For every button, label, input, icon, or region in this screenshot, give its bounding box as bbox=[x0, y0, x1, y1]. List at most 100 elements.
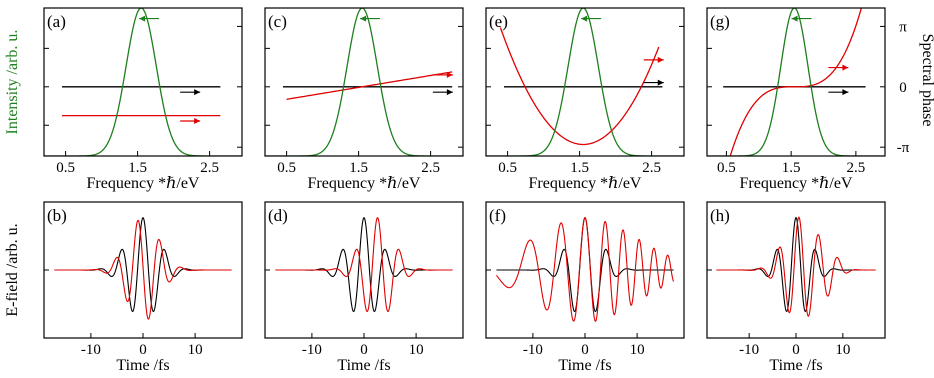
arrow-phase-e-1 bbox=[643, 56, 664, 63]
arrow-phase-e-1-head bbox=[657, 56, 664, 63]
x-tick-label-e-1: 1.5 bbox=[570, 160, 589, 176]
x-tick-label-a-0: 0.5 bbox=[56, 160, 75, 176]
x-tick-label-e-2: 2.5 bbox=[642, 160, 661, 176]
panel-d: -10 0 10 (d) Time /fs bbox=[264, 201, 464, 374]
arrow-phase-a-2 bbox=[180, 118, 201, 125]
arrow-reference-c-2 bbox=[432, 89, 453, 96]
panel-label-a: (a) bbox=[47, 12, 66, 31]
left-ylabel-bottom: E-field /arb. u. bbox=[4, 223, 21, 316]
panel-label-e: (e) bbox=[489, 12, 508, 31]
intensity-curve-g bbox=[707, 8, 885, 156]
x-axis-label-h: Time /fs bbox=[769, 357, 822, 374]
panel-label-h: (h) bbox=[710, 206, 730, 225]
field-curve-phase-h bbox=[716, 216, 876, 317]
phase-curve-e bbox=[499, 27, 660, 146]
panel-frame-g bbox=[706, 7, 886, 157]
y-tick-right-label-1: 0 bbox=[899, 80, 907, 96]
panel-frame-b bbox=[43, 201, 243, 339]
x-tick-label-g-1: 1.5 bbox=[782, 160, 801, 176]
x-axis-label-c: Frequency *ℏ/eV bbox=[308, 175, 421, 192]
right-ylabel-top: Spectral phase bbox=[919, 34, 934, 127]
x-tick-label-c-0: 0.5 bbox=[277, 160, 296, 176]
panels: 0.5 1.5 2.5(a)Frequency *ℏ/eV0.5 1.5 2.5(c)F… bbox=[43, 7, 910, 374]
panel-a: 0.5 1.5 2.5 (a) Frequency *ℏ/eV bbox=[43, 7, 243, 192]
x-axis-label-b: Time /fs bbox=[116, 357, 169, 374]
plot-area-d bbox=[275, 217, 453, 313]
plot-area-g bbox=[707, 8, 885, 156]
x-tick-label-f-0: -10 bbox=[523, 342, 543, 358]
x-tick-label-b-0: -10 bbox=[81, 342, 101, 358]
plot-area-f bbox=[495, 217, 675, 322]
arrow-phase-c-1-head bbox=[446, 71, 453, 78]
x-tick-label-h-2: 10 bbox=[835, 342, 850, 358]
field-curve-phase-d bbox=[275, 217, 453, 313]
panel-frame-f bbox=[485, 201, 685, 339]
panel-c: 0.5 1.5 2.5 (c) Frequency *ℏ/eV bbox=[264, 7, 464, 192]
arrow-intensity-a-0-head bbox=[139, 15, 146, 22]
phase-curve-g bbox=[729, 8, 863, 156]
x-axis-label-f: Time /fs bbox=[558, 357, 611, 374]
x-axis-label-g: Frequency *ℏ/eV bbox=[740, 175, 853, 192]
panel-f: -10 0 10 (f) Time /fs bbox=[485, 201, 685, 374]
x-tick-label-d-1: 0 bbox=[360, 342, 368, 358]
x-tick-label-c-2: 2.5 bbox=[421, 160, 440, 176]
x-tick-label-g-0: 0.5 bbox=[717, 160, 736, 176]
x-tick-label-g-2: 2.5 bbox=[846, 160, 865, 176]
x-tick-label-h-1: 0 bbox=[792, 342, 800, 358]
plot-area-c bbox=[265, 8, 463, 156]
arrow-phase-g-1 bbox=[828, 64, 849, 71]
arrow-reference-e-2 bbox=[643, 79, 664, 86]
y-tick-right-label-0: π bbox=[899, 19, 907, 35]
panel-frame-a bbox=[43, 7, 243, 157]
panel-label-d: (d) bbox=[268, 206, 288, 225]
panel-g: 0.5 1.5 2.5 π 0 -π (g) Frequency *ℏ/eV bbox=[706, 7, 910, 192]
arrow-intensity-c-0 bbox=[360, 15, 381, 22]
arrow-phase-a-2-head bbox=[194, 118, 201, 125]
arrow-intensity-e-0 bbox=[581, 15, 602, 22]
x-tick-label-h-0: -10 bbox=[739, 342, 759, 358]
plot-area-a bbox=[44, 8, 242, 156]
x-tick-label-f-2: 10 bbox=[630, 342, 645, 358]
intensity-curve-a bbox=[44, 8, 242, 156]
arrow-intensity-g-0 bbox=[791, 15, 812, 22]
left-ylabel-top: Intensity /arb. u. bbox=[4, 30, 21, 135]
arrow-reference-g-2 bbox=[828, 89, 849, 96]
x-tick-label-e-0: 0.5 bbox=[498, 160, 517, 176]
arrow-intensity-g-0-head bbox=[791, 15, 798, 22]
panel-label-c: (c) bbox=[268, 12, 287, 31]
panel-frame-d bbox=[264, 201, 464, 339]
arrow-phase-g-1-head bbox=[842, 64, 849, 71]
plot-area-b bbox=[54, 217, 232, 320]
field-curve-phase-b bbox=[54, 219, 232, 320]
x-axis-label-a: Frequency *ℏ/eV bbox=[87, 175, 200, 192]
x-axis-label-e: Frequency *ℏ/eV bbox=[529, 175, 642, 192]
panel-frame-c bbox=[264, 7, 464, 157]
panel-label-b: (b) bbox=[47, 206, 67, 225]
panel-h: -10 0 10 (h) Time /fs bbox=[706, 201, 886, 374]
x-tick-label-d-0: -10 bbox=[302, 342, 322, 358]
x-tick-label-a-2: 2.5 bbox=[200, 160, 219, 176]
arrow-intensity-e-0-head bbox=[581, 15, 588, 22]
x-tick-label-c-1: 1.5 bbox=[349, 160, 368, 176]
phase-curve-c bbox=[286, 71, 453, 100]
arrow-phase-c-1 bbox=[432, 71, 453, 78]
x-tick-label-b-2: 10 bbox=[188, 342, 203, 358]
panel-label-g: (g) bbox=[710, 12, 730, 31]
y-tick-right-label-2: -π bbox=[897, 140, 910, 156]
arrow-reference-a-1 bbox=[180, 89, 201, 96]
x-tick-label-f-1: 0 bbox=[581, 342, 589, 358]
arrow-intensity-a-0 bbox=[139, 15, 160, 22]
arrow-reference-e-2-head bbox=[657, 79, 664, 86]
x-tick-label-a-1: 1.5 bbox=[128, 160, 147, 176]
arrow-intensity-c-0-head bbox=[360, 15, 367, 22]
x-tick-label-d-2: 10 bbox=[409, 342, 424, 358]
arrow-reference-g-2-head bbox=[842, 89, 849, 96]
panel-b: -10 0 10 (b) Time /fs bbox=[43, 201, 243, 374]
field-curve-reference-f bbox=[496, 217, 674, 313]
intensity-curve-c bbox=[265, 8, 463, 156]
x-tick-label-b-1: 0 bbox=[139, 342, 147, 358]
arrow-reference-a-1-head bbox=[194, 89, 201, 96]
panel-e: 0.5 1.5 2.5 (e) Frequency *ℏ/eV bbox=[485, 7, 685, 192]
plot-area-h bbox=[716, 216, 876, 317]
